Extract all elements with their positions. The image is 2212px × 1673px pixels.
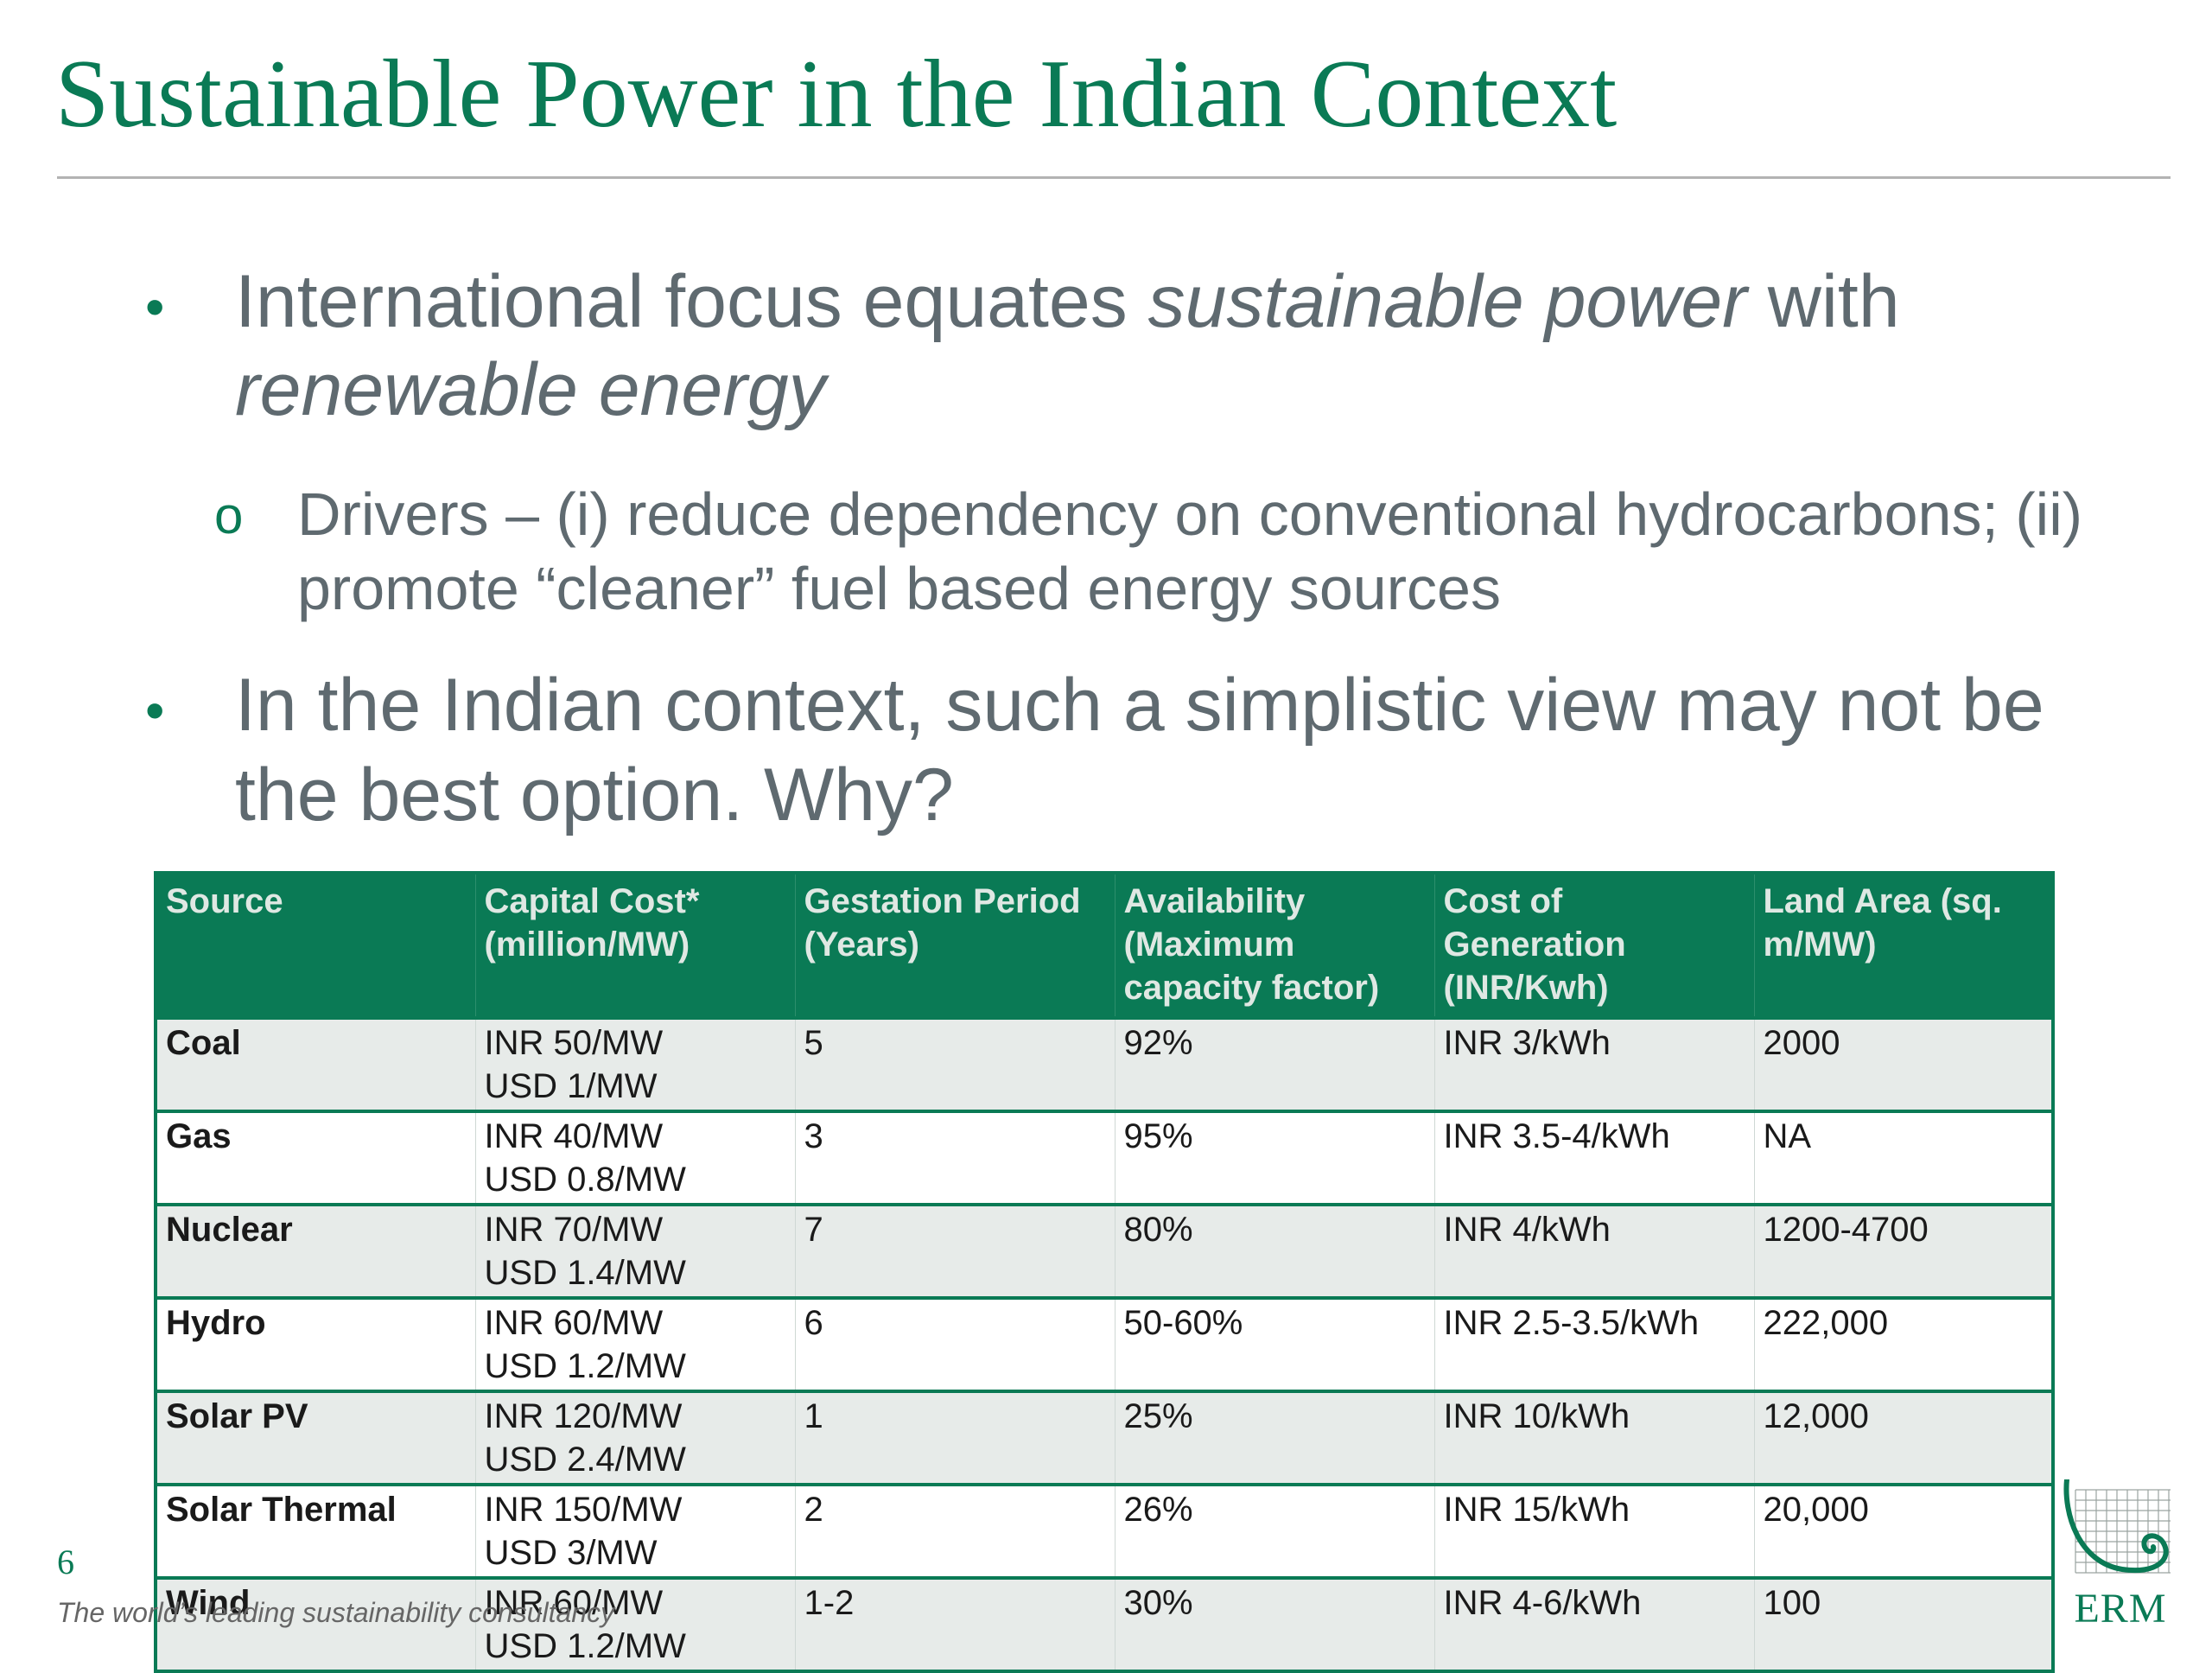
capital-cost-inr: INR 50/MW	[484, 1024, 664, 1062]
cell-availability: 25%	[1115, 1390, 1435, 1485]
table-row: Solar PV INR 120/MW USD 2.4/MW 1 25% INR …	[156, 1390, 2054, 1485]
cell-land: 2000	[1754, 1016, 2054, 1111]
erm-grid-spiral-icon	[2063, 1479, 2171, 1574]
bullet-text-part: with	[1746, 260, 1900, 343]
capital-cost-usd: USD 1.4/MW	[484, 1254, 686, 1292]
header-cost-of-generation: Cost of Generation (INR/Kwh)	[1434, 873, 1755, 1018]
header-capital-cost: Capital Cost* (million/MW)	[475, 873, 796, 1018]
cell-land: 20,000	[1754, 1483, 2054, 1578]
capital-cost-inr: INR 120/MW	[484, 1397, 683, 1435]
bullet-dot-icon: •	[145, 276, 165, 338]
cell-land: 222,000	[1754, 1296, 2054, 1391]
capital-cost-inr: INR 60/MW	[484, 1584, 664, 1622]
cell-gestation: 7	[795, 1203, 1116, 1298]
cell-availability: 30%	[1115, 1576, 1435, 1671]
slide-title: Sustainable Power in the Indian Context	[55, 41, 1618, 148]
cell-availability: 92%	[1115, 1016, 1435, 1111]
capital-cost-usd: USD 0.8/MW	[484, 1161, 686, 1199]
logo-text: ERM	[2074, 1586, 2167, 1632]
cell-capital-cost: INR 40/MW USD 0.8/MW	[475, 1110, 796, 1205]
cell-cost: INR 3.5-4/kWh	[1434, 1110, 1755, 1205]
capital-cost-inr: INR 70/MW	[484, 1211, 664, 1249]
cell-source: Coal	[156, 1016, 476, 1111]
header-gestation-period: Gestation Period (Years)	[795, 873, 1116, 1018]
cell-gestation: 1-2	[795, 1576, 1116, 1671]
table-row: Gas INR 40/MW USD 0.8/MW 3 95% INR 3.5-4/…	[156, 1110, 2054, 1205]
header-availability: Availability (Maximum capacity factor)	[1115, 873, 1435, 1018]
sub-bullet-text: Drivers – (i) reduce dependency on conve…	[297, 480, 2083, 622]
cell-cost: INR 15/kWh	[1434, 1483, 1755, 1578]
cell-capital-cost: INR 60/MW USD 1.2/MW	[475, 1576, 796, 1671]
table-row: Hydro INR 60/MW USD 1.2/MW 6 50-60% INR 2…	[156, 1296, 2054, 1391]
capital-cost-usd: USD 1.2/MW	[484, 1347, 686, 1385]
cell-availability: 95%	[1115, 1110, 1435, 1205]
cell-availability: 80%	[1115, 1203, 1435, 1298]
erm-logo: ERM	[2062, 1479, 2179, 1632]
header-source: Source	[156, 873, 476, 1018]
power-source-comparison-table: Source Capital Cost* (million/MW) Gestat…	[154, 871, 2055, 1673]
table-row: Nuclear INR 70/MW USD 1.4/MW 7 80% INR 4/…	[156, 1203, 2054, 1298]
header-land-area: Land Area (sq. m/MW)	[1754, 873, 2054, 1018]
cell-cost: INR 2.5-3.5/kWh	[1434, 1296, 1755, 1391]
cell-cost: INR 4/kWh	[1434, 1203, 1755, 1298]
cell-gestation: 2	[795, 1483, 1116, 1578]
capital-cost-usd: USD 3/MW	[484, 1534, 658, 1572]
cell-source: Solar PV	[156, 1390, 476, 1485]
cell-gestation: 1	[795, 1390, 1116, 1485]
cell-source: Solar Thermal	[156, 1483, 476, 1578]
cell-gestation: 5	[795, 1016, 1116, 1111]
bullet-international-focus: • International focus equates sustainabl…	[145, 258, 2167, 434]
cell-capital-cost: INR 50/MW USD 1/MW	[475, 1016, 796, 1111]
bullet-dot-icon: •	[145, 679, 165, 741]
bullet-text-italic: renewable energy	[235, 348, 826, 431]
cell-source: Nuclear	[156, 1203, 476, 1298]
page-number: 6	[57, 1543, 74, 1581]
cell-land: NA	[1754, 1110, 2054, 1205]
cell-cost: INR 3/kWh	[1434, 1016, 1755, 1111]
cell-capital-cost: INR 70/MW USD 1.4/MW	[475, 1203, 796, 1298]
capital-cost-inr: INR 60/MW	[484, 1304, 664, 1342]
capital-cost-inr: INR 40/MW	[484, 1117, 664, 1155]
cell-source: Hydro	[156, 1296, 476, 1391]
cell-land: 12,000	[1754, 1390, 2054, 1485]
table-row: Wind INR 60/MW USD 1.2/MW 1-2 30% INR 4-6…	[156, 1576, 2054, 1671]
bullet-circle-icon: o	[214, 487, 244, 544]
table-row: Solar Thermal INR 150/MW USD 3/MW 2 26% I…	[156, 1483, 2054, 1578]
cell-cost: INR 4-6/kWh	[1434, 1576, 1755, 1671]
cell-availability: 50-60%	[1115, 1296, 1435, 1391]
cell-land: 100	[1754, 1576, 2054, 1671]
bullet-text-italic: sustainable power	[1147, 260, 1747, 343]
bullet-text: International focus equates sustainable …	[235, 258, 2167, 434]
capital-cost-usd: USD 1/MW	[484, 1067, 658, 1105]
capital-cost-inr: INR 150/MW	[484, 1491, 683, 1529]
footer-tagline: The world’s leading sustainability consu…	[57, 1597, 615, 1628]
table-row: Coal INR 50/MW USD 1/MW 5 92% INR 3/kWh 2…	[156, 1016, 2054, 1111]
cell-gestation: 6	[795, 1296, 1116, 1391]
cell-source: Gas	[156, 1110, 476, 1205]
cell-capital-cost: INR 150/MW USD 3/MW	[475, 1483, 796, 1578]
bullet-text-part: International focus equates	[235, 260, 1148, 343]
bullet-text: In the Indian context, such a simplistic…	[235, 664, 2044, 836]
title-divider	[57, 176, 2171, 179]
table-header-row: Source Capital Cost* (million/MW) Gestat…	[156, 873, 2054, 1018]
cell-gestation: 3	[795, 1110, 1116, 1205]
cell-cost: INR 10/kWh	[1434, 1390, 1755, 1485]
cell-availability: 26%	[1115, 1483, 1435, 1578]
bullet-indian-context: • In the Indian context, such a simplist…	[145, 660, 2167, 840]
capital-cost-usd: USD 1.2/MW	[484, 1627, 686, 1665]
cell-land: 1200-4700	[1754, 1203, 2054, 1298]
capital-cost-usd: USD 2.4/MW	[484, 1441, 686, 1479]
cell-capital-cost: INR 120/MW USD 2.4/MW	[475, 1390, 796, 1485]
cell-source: Wind	[156, 1576, 476, 1671]
sub-bullet-drivers: o Drivers – (i) reduce dependency on con…	[214, 477, 2167, 626]
cell-capital-cost: INR 60/MW USD 1.2/MW	[475, 1296, 796, 1391]
